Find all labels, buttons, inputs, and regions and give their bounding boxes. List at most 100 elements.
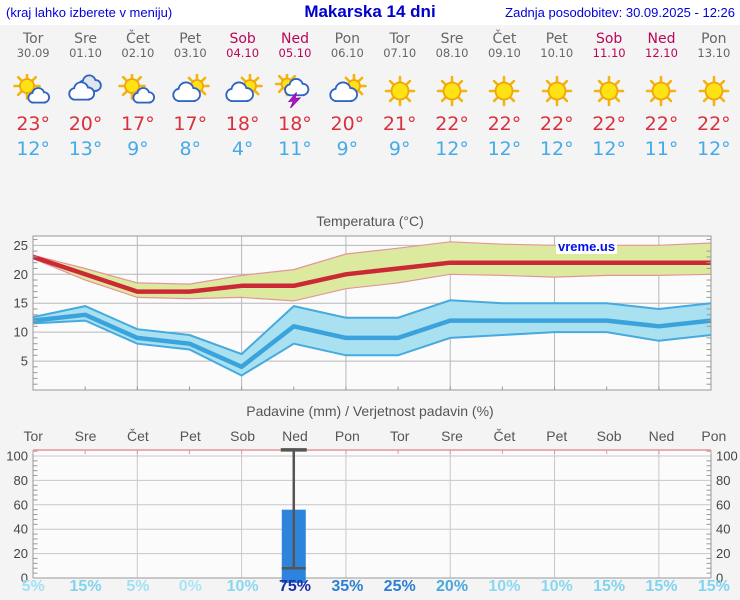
cloudy-icon — [67, 74, 102, 101]
high-temp: 18° — [225, 113, 260, 135]
sun-icon — [489, 75, 520, 107]
y-tick-label: 60 — [716, 497, 730, 512]
cloud-sun-icon — [172, 74, 211, 102]
precipitation-chart: 0 0 20 20 40 40 60 60 80 80 100 100 — [6, 448, 738, 586]
precip-day-label: Ned — [648, 428, 675, 444]
watermark: vreme.us — [556, 239, 618, 254]
day-date: 03.10 — [173, 46, 207, 60]
high-temp: 20° — [68, 113, 103, 135]
precip-day-label: Čet — [493, 428, 516, 444]
precip-probability: 0% — [178, 578, 202, 595]
low-temp: 9° — [127, 138, 149, 160]
precip-day-label: Sre — [74, 428, 97, 444]
day-name: Pet — [179, 31, 202, 47]
y-tick-label: 80 — [716, 473, 730, 488]
precip-probability: 15% — [593, 578, 626, 595]
sun-icon — [436, 75, 468, 107]
day-name: Pon — [334, 31, 361, 47]
plot-border — [32, 235, 712, 391]
forecast-row: Tor 30.09 23° 12° Sre 01.10 20° 13° Čet 02.10 17° 9… — [7, 31, 740, 160]
precip-chart-title: Padavine (mm) / Verjetnost padavin (%) — [246, 403, 494, 419]
day-name: Sob — [595, 31, 623, 47]
precip-day-label: Tor — [23, 428, 43, 444]
y-tick-label: 25 — [14, 238, 28, 253]
day-date: 04.10 — [226, 46, 260, 60]
precip-day-label: Pon — [334, 428, 360, 444]
precip-probability-row: 5% 15% 5% 0% 10% 75% 35% 25% 20% 10% 10% 15% 15% 15% — [7, 578, 740, 596]
header: (kraj lahko izberete v meniju) Makarska … — [0, 0, 740, 25]
day-column: Pet 03.10 17° 8° — [164, 31, 216, 160]
day-column: Ned 05.10 18° 11° — [269, 31, 321, 160]
high-temp: 22° — [435, 113, 469, 135]
y-tick-label: 40 — [716, 522, 730, 537]
day-name: Ned — [647, 31, 676, 47]
min-band-edge — [32, 299, 712, 356]
precip-probability: 10% — [488, 578, 521, 595]
precip-probability: 15% — [697, 578, 730, 595]
day-column: Čet 09.10 22° 12° — [478, 31, 530, 160]
day-name: Ned — [280, 31, 309, 47]
day-date: 08.10 — [435, 46, 469, 60]
low-temp: 12° — [435, 138, 469, 160]
thunder-icon — [274, 74, 310, 108]
day-column: Ned 12.10 22° 11° — [635, 31, 687, 160]
day-name: Pon — [701, 31, 727, 47]
low-temp: 13° — [68, 138, 103, 160]
low-temp: 12° — [487, 138, 522, 160]
day-date: 09.10 — [487, 46, 521, 60]
min-temp-line — [32, 312, 712, 370]
precip-day-labels: Tor Sre Čet Pet Sob Ned Pon Tor Sre Čet Pet Sob Ned P… — [7, 428, 740, 444]
cloud-sun-icon — [224, 74, 263, 102]
y-tick-label: 10 — [14, 325, 28, 340]
high-temp: 23° — [16, 113, 51, 135]
precip-day-label: Pon — [701, 428, 727, 444]
cloud-sun-icon — [329, 74, 368, 102]
day-date: 01.10 — [69, 46, 102, 60]
max-temp-line — [32, 254, 711, 294]
high-temp: 22° — [697, 113, 731, 135]
precip-day-label: Sob — [230, 428, 256, 444]
day-date: 10.10 — [540, 46, 574, 60]
y-tick-label: 20 — [14, 546, 28, 561]
low-temp: 8° — [179, 138, 202, 160]
high-temp: 22° — [539, 113, 574, 135]
day-column: Pet 10.10 22° 12° — [531, 31, 583, 160]
day-column: Tor 30.09 23° 12° — [7, 31, 59, 160]
day-name: Čet — [492, 31, 517, 47]
max-band-edge — [32, 258, 712, 302]
day-name: Sob — [229, 31, 256, 47]
y-tick-label: 20 — [14, 267, 28, 282]
low-temp: 12° — [539, 138, 574, 160]
day-name: Sre — [440, 31, 464, 47]
sun-icon — [593, 75, 625, 107]
low-temp: 12° — [16, 138, 51, 160]
day-date: 02.10 — [121, 46, 155, 60]
y-tick-label: 5 — [21, 354, 28, 369]
y-tick-label: 100 — [716, 449, 738, 464]
temperature-chart: 5 10 15 20 25 — [14, 235, 712, 391]
precip-probability: 10% — [226, 578, 259, 595]
y-tick-label: 15 — [14, 296, 28, 311]
day-column: Sob 04.10 18° 4° — [216, 31, 268, 160]
day-name: Čet — [125, 31, 150, 47]
precip-day-label: Pet — [179, 428, 201, 444]
y-tick-label: 100 — [6, 449, 28, 464]
y-tick-label: 0 — [716, 571, 723, 586]
day-name: Sre — [74, 31, 98, 47]
precip-day-label: Ned — [282, 428, 308, 444]
low-temp: 9° — [388, 138, 411, 160]
high-temp: 22° — [487, 113, 522, 135]
day-date: 07.10 — [383, 46, 417, 60]
day-column: Čet 02.10 17° 9° — [112, 31, 164, 160]
menu-hint: (kraj lahko izberete v meniju) — [6, 5, 173, 20]
y-tick-label: 40 — [14, 522, 28, 537]
low-temp: 12° — [697, 138, 731, 160]
day-date: 11.10 — [592, 46, 626, 60]
low-temp: 9° — [336, 138, 359, 160]
y-tick-label: 60 — [14, 497, 28, 512]
day-column: Pon 13.10 22° 12° — [688, 31, 740, 160]
min-band-edge — [32, 319, 712, 377]
precip-plot-area — [33, 450, 711, 578]
precip-day-label: Čet — [127, 428, 149, 444]
